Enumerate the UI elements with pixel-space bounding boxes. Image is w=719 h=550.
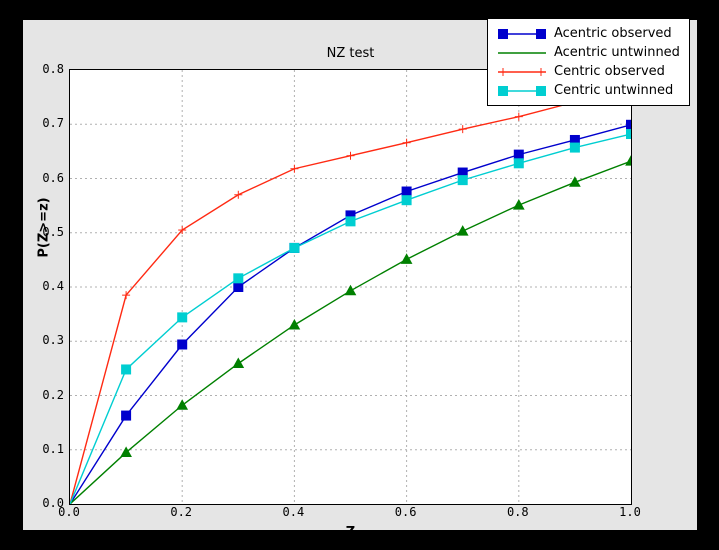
plot-canvas xyxy=(70,70,631,504)
y-axis-tick-labels: 0.0 0.1 0.2 0.3 0.4 0.5 0.6 0.7 0.8 xyxy=(23,62,69,510)
legend-item[interactable]: Acentric untwinned xyxy=(495,43,680,62)
x-tick-label: 0.4 xyxy=(282,505,305,519)
legend-label: Acentric untwinned xyxy=(554,45,680,60)
legend-item[interactable]: Centric observed xyxy=(495,62,680,81)
y-tick-label: 0.5 xyxy=(42,224,64,239)
legend[interactable]: Acentric observed Acentric untwinned Centr… xyxy=(487,18,690,106)
x-axis-tick-labels: 0.0 0.2 0.4 0.6 0.8 1.0 xyxy=(58,505,641,529)
x-tick-label: 0.2 xyxy=(170,505,193,519)
legend-swatch xyxy=(495,63,549,81)
plot-area xyxy=(69,69,632,505)
x-tick-label: 0.6 xyxy=(394,505,417,519)
y-tick-label: 0.7 xyxy=(42,116,64,131)
series-centric-untwinned xyxy=(70,129,631,504)
legend-item[interactable]: Centric untwinned xyxy=(495,81,680,100)
legend-swatch xyxy=(495,25,549,43)
legend-label: Acentric observed xyxy=(554,26,672,41)
data-series-layer xyxy=(70,80,631,504)
series-acentric-observed xyxy=(70,119,631,504)
y-tick-label: 0.1 xyxy=(42,441,64,456)
x-tick-label: 0.0 xyxy=(58,505,80,519)
y-tick-label: 0.0 xyxy=(42,496,64,510)
x-tick-label: 1.0 xyxy=(619,505,641,519)
x-axis-label: Z xyxy=(345,525,356,540)
legend-swatch xyxy=(495,44,549,62)
legend-item[interactable]: Acentric observed xyxy=(495,24,680,43)
series-acentric-untwinned xyxy=(70,155,631,504)
y-tick-label: 0.4 xyxy=(42,279,64,293)
legend-swatch xyxy=(495,82,549,100)
legend-label: Centric untwinned xyxy=(554,83,674,98)
y-tick-label: 0.2 xyxy=(42,387,64,402)
matplotlib-figure: NZ test P(Z>=z) Z 0.0 0.1 0.2 0.3 0.4 0.5 0.6 0… xyxy=(23,18,697,540)
legend-label: Centric observed xyxy=(554,64,665,79)
x-tick-label: 0.8 xyxy=(506,505,529,519)
chart-title: NZ test xyxy=(326,46,375,61)
y-tick-label: 0.8 xyxy=(42,62,64,76)
y-tick-label: 0.6 xyxy=(42,170,64,185)
y-tick-label: 0.3 xyxy=(42,333,64,348)
